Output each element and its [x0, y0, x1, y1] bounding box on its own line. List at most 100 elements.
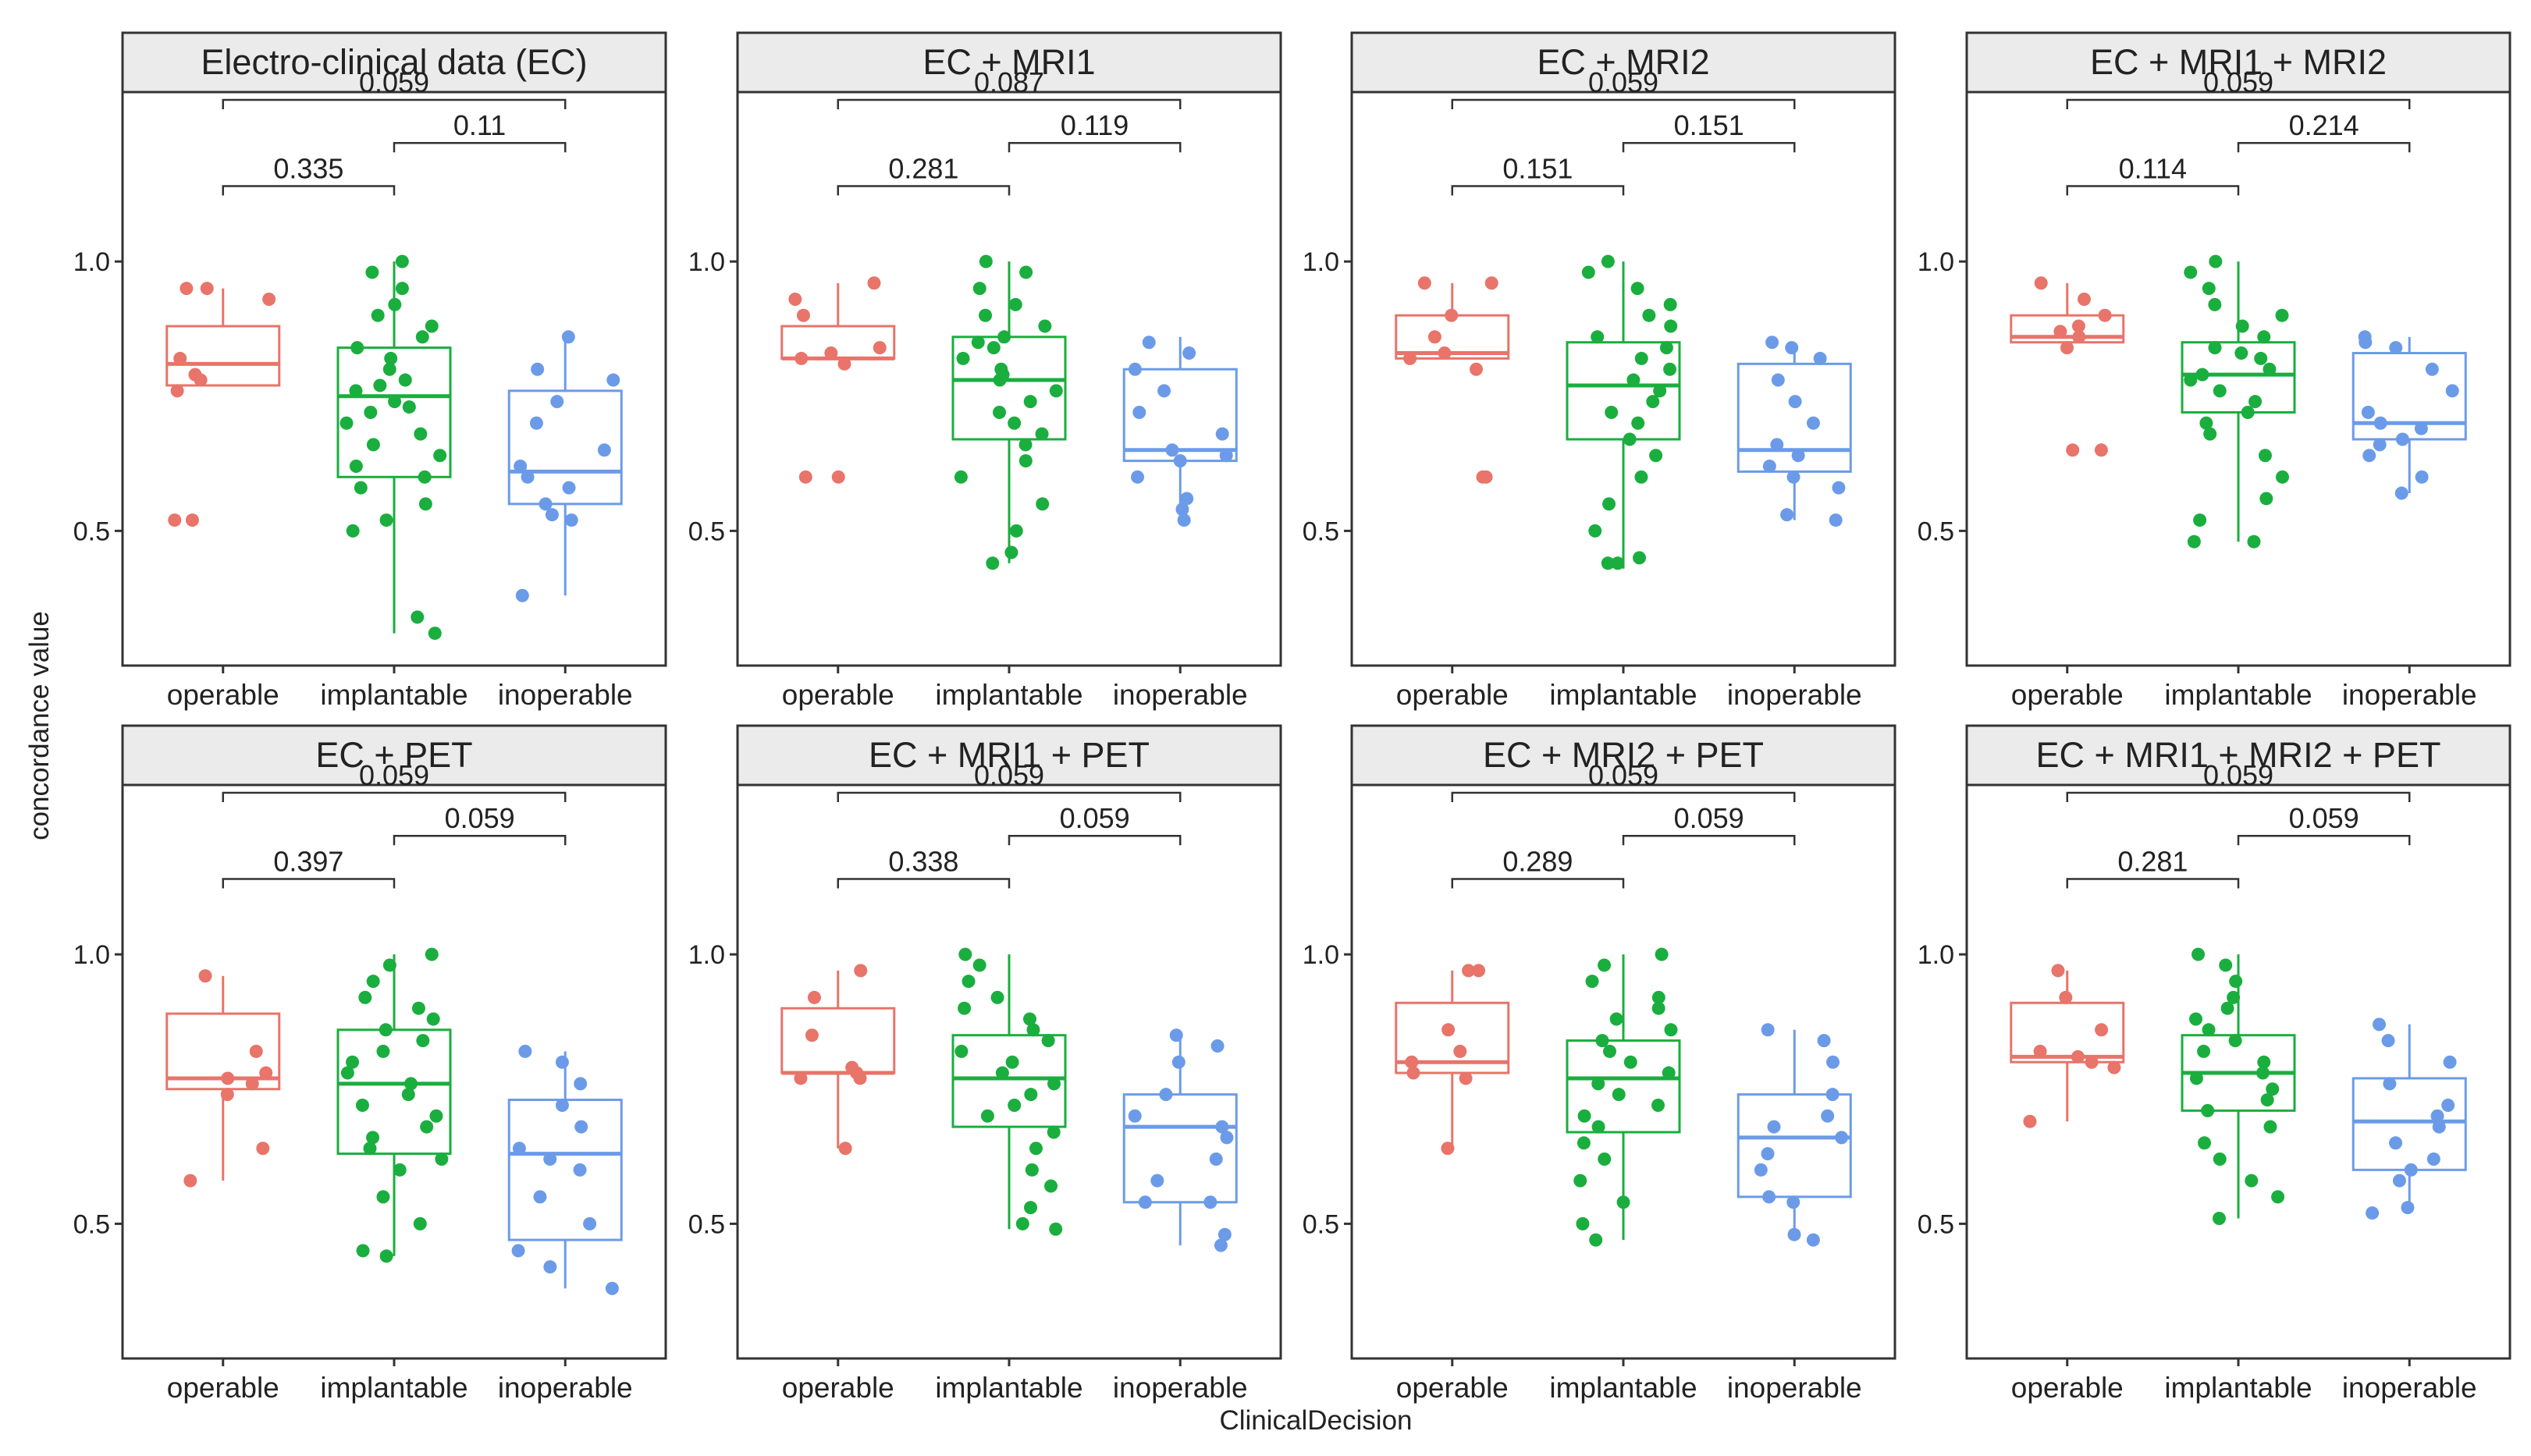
bracket-line	[2066, 185, 2240, 196]
data-point	[515, 588, 529, 602]
data-point	[249, 1044, 263, 1058]
box-iqr	[336, 346, 452, 478]
data-point	[994, 362, 1008, 376]
data-point	[511, 1244, 525, 1258]
bracket-line	[1622, 834, 1796, 846]
data-point	[2107, 1060, 2121, 1074]
x-tick-label: inoperable	[2342, 679, 2477, 711]
data-point	[2098, 308, 2112, 322]
facet-strip	[1965, 724, 2511, 787]
data-point	[2227, 990, 2241, 1004]
data-point	[794, 1071, 808, 1085]
comparison-bracket: 0.114	[2066, 152, 2240, 196]
data-point	[426, 1012, 440, 1026]
data-point	[1626, 373, 1641, 387]
comparison-bracket: 0.059	[1008, 802, 1182, 846]
data-point	[1601, 254, 1615, 268]
data-point	[2432, 1120, 2446, 1134]
data-point	[1023, 395, 1037, 409]
data-point	[2219, 958, 2233, 972]
data-point	[429, 1109, 443, 1123]
data-point	[2245, 1174, 2259, 1188]
data-point	[245, 1077, 259, 1091]
data-point	[220, 1088, 234, 1102]
data-point	[168, 513, 182, 527]
data-point	[1785, 341, 1799, 355]
comparison-bracket: 0.338	[837, 845, 1011, 889]
data-point	[1832, 481, 1846, 495]
data-point	[1004, 545, 1018, 559]
facet-strip	[1350, 31, 1896, 94]
x-tick-label: operable	[782, 1372, 894, 1404]
data-point	[1029, 1142, 1043, 1156]
data-point	[1479, 470, 1493, 484]
p-value-label: 0.335	[273, 152, 343, 184]
y-tick-label: 1.0	[1918, 940, 1954, 970]
facet-strip	[121, 724, 667, 787]
comparison-bracket: 0.059	[837, 759, 1182, 802]
data-point	[354, 481, 368, 495]
box-iqr	[2351, 352, 2467, 441]
data-point	[1612, 1088, 1626, 1102]
bracket-line	[222, 98, 567, 109]
data-point	[2443, 1055, 2457, 1069]
data-point	[2023, 1114, 2037, 1128]
box-inoperable	[1122, 1028, 1238, 1252]
data-point	[1009, 524, 1023, 538]
data-point	[364, 405, 378, 419]
data-point	[366, 975, 380, 989]
comparison-bracket: 0.397	[222, 845, 396, 889]
data-point	[346, 524, 360, 538]
data-point	[1605, 405, 1619, 419]
data-point	[805, 1028, 819, 1042]
box-implantable	[1566, 947, 1681, 1247]
data-point	[2358, 330, 2372, 344]
data-point	[384, 351, 398, 365]
data-point	[972, 282, 986, 296]
data-point	[2441, 1098, 2455, 1112]
comparison-bracket: 0.335	[222, 152, 396, 196]
data-point	[1813, 351, 1827, 365]
data-point	[1008, 297, 1022, 311]
data-point	[376, 1044, 390, 1058]
bracket-line	[1622, 141, 1796, 153]
data-point	[1132, 405, 1146, 419]
facet-strip	[736, 724, 1282, 787]
y-tick-label: 1.0	[688, 940, 725, 970]
data-point	[1663, 362, 1677, 376]
data-point	[1659, 341, 1673, 355]
p-value-label: 0.059	[1588, 759, 1658, 791]
data-point	[1573, 1174, 1587, 1188]
data-point	[873, 341, 887, 355]
y-tick-label: 1.0	[1303, 940, 1339, 970]
data-point	[1655, 947, 1669, 961]
comparison-bracket: 0.281	[837, 152, 1011, 196]
data-point	[796, 308, 810, 322]
data-point	[1651, 990, 1665, 1004]
data-point	[1649, 449, 1663, 463]
facet-title: EC + MRI1 + MRI2 + PET	[2036, 735, 2441, 775]
facet-panels: Electro-clinical data (EC) 0.5 1.0 operable…	[73, 31, 2511, 1404]
p-value-label: 0.059	[1588, 66, 1658, 98]
data-point	[990, 990, 1004, 1004]
data-point	[2193, 513, 2207, 527]
data-point	[1585, 975, 1599, 989]
data-point	[1791, 449, 1805, 463]
data-point	[1019, 265, 1033, 279]
y-tick-label: 0.5	[73, 517, 110, 546]
bracket-line	[837, 98, 1182, 109]
data-point	[346, 1055, 360, 1069]
data-point	[979, 254, 993, 268]
data-point	[1008, 416, 1022, 430]
data-point	[411, 610, 425, 624]
data-point	[606, 373, 620, 387]
data-point	[401, 1088, 415, 1102]
box-inoperable	[507, 330, 623, 602]
data-point	[2229, 975, 2243, 989]
data-point	[1591, 1120, 1605, 1134]
data-point	[1762, 460, 1776, 474]
data-point	[954, 470, 968, 484]
y-tick-label: 0.5	[688, 517, 725, 546]
data-point	[2248, 395, 2263, 409]
plot-area	[121, 783, 667, 1360]
